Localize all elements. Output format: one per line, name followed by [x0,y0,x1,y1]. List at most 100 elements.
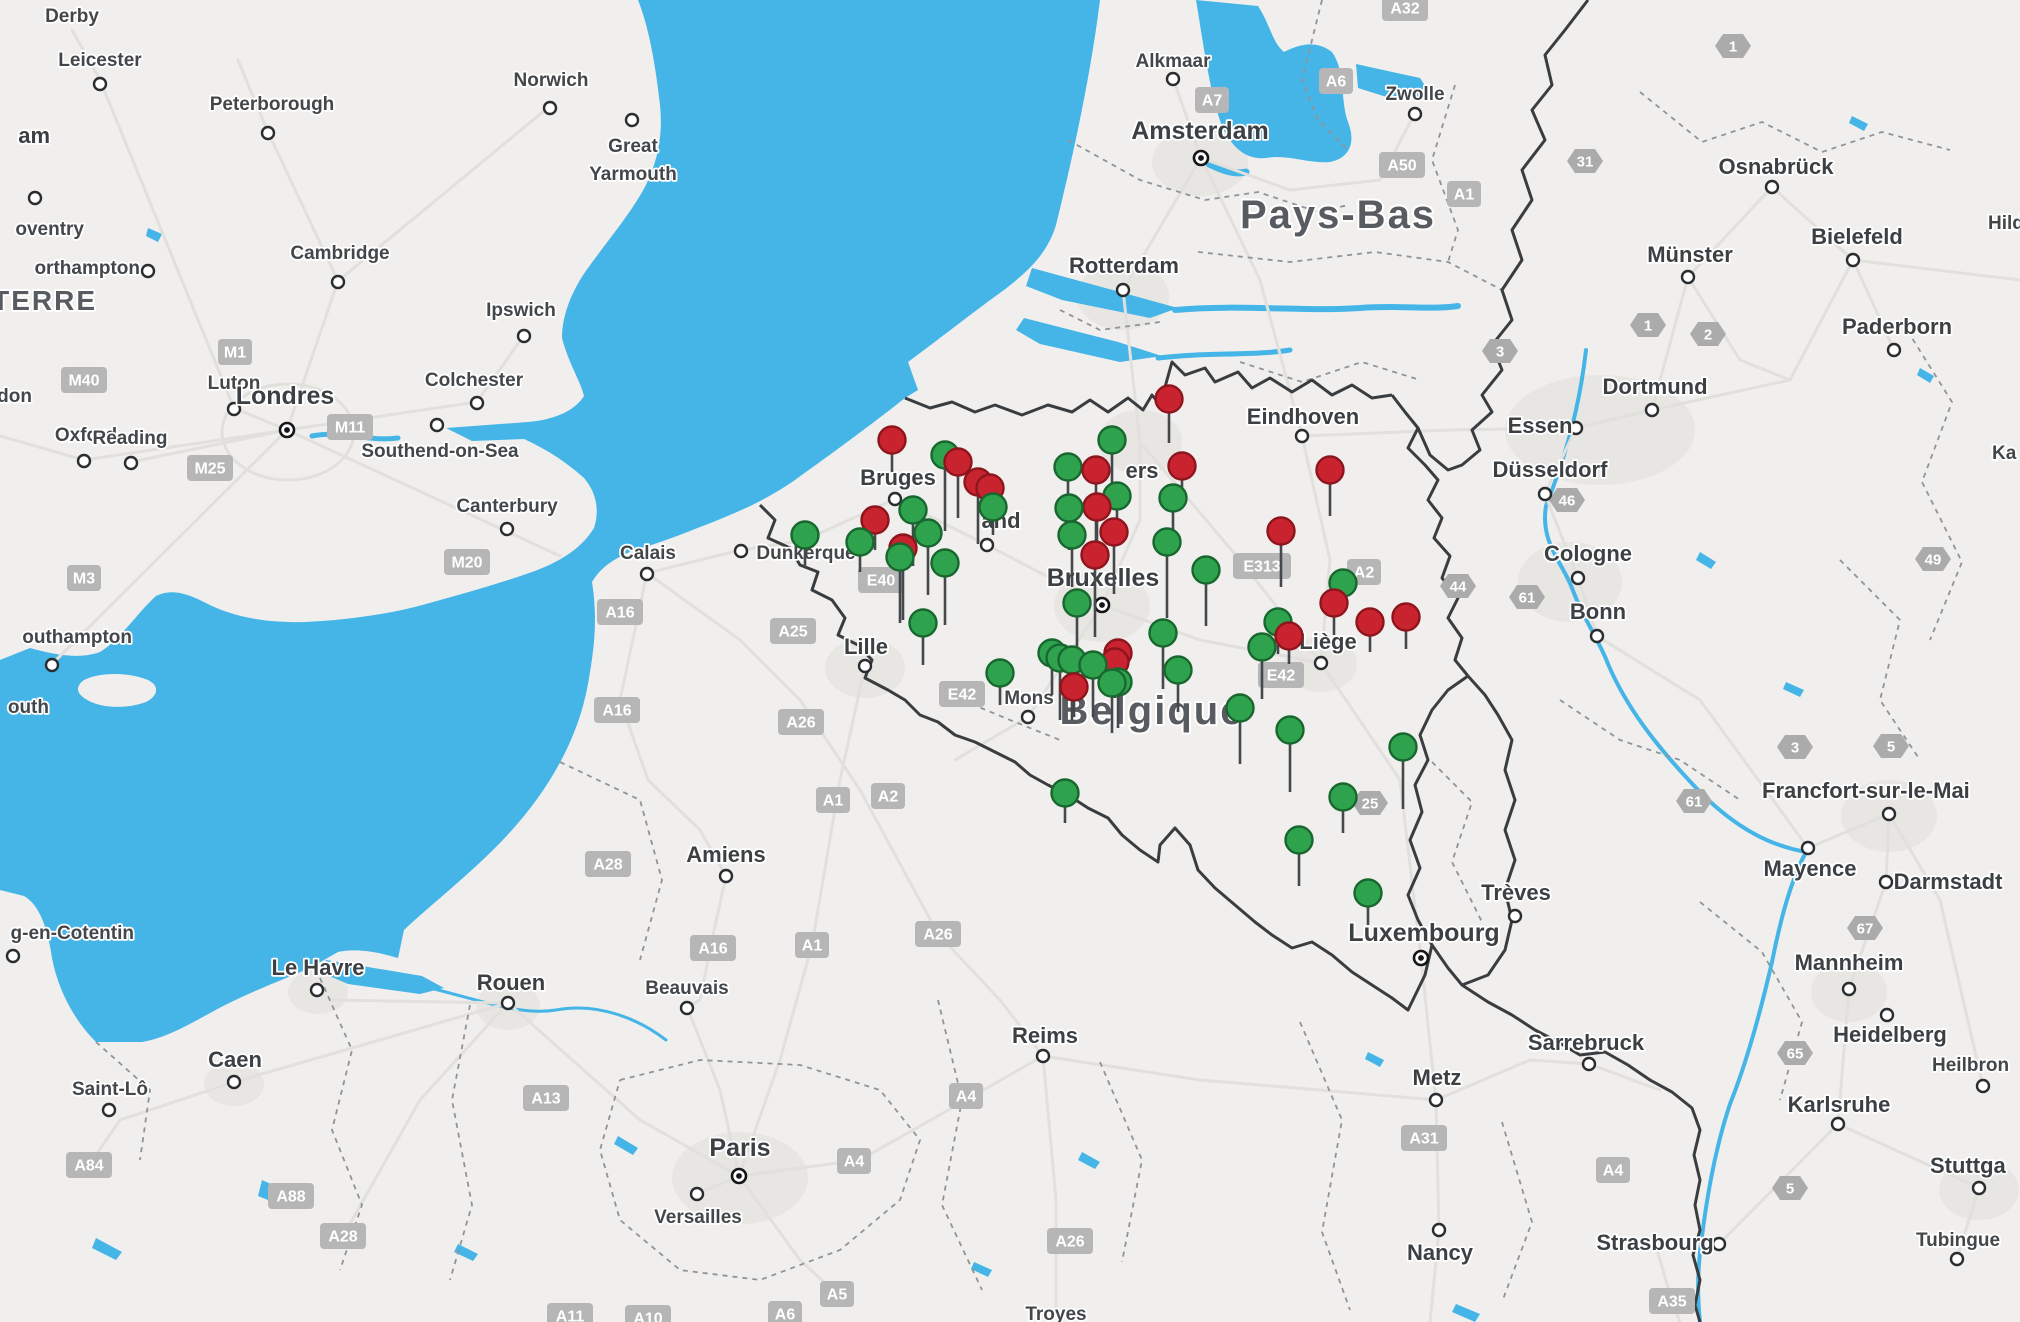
lake [1849,116,1868,131]
map-marker-green[interactable] [1053,452,1083,482]
route-shield-label: A2 [878,789,899,806]
map-marker-green[interactable] [1057,520,1087,550]
route-shield-label: M3 [73,571,95,588]
map-marker-green[interactable] [1191,555,1221,585]
city-label: Lille [844,634,888,659]
route-shield-hex: 49 [1915,547,1951,571]
city-label: Karlsruhe [1788,1092,1891,1117]
map-marker-green[interactable] [1148,618,1178,648]
city-label: Cologne [1544,541,1632,566]
map-marker-red[interactable] [1154,384,1184,414]
map-marker-red[interactable] [860,505,890,535]
town-label: Ipswich [486,300,556,321]
map-marker-green[interactable] [1097,668,1127,698]
route-shield-box [820,1281,854,1307]
map-marker-green[interactable] [790,520,820,550]
route-shield-hex: 3 [1777,735,1813,759]
map-marker-red[interactable] [1082,492,1112,522]
capital-dot-core [1418,955,1424,961]
map-marker-green[interactable] [1328,782,1358,812]
route-shield-box [585,851,631,877]
map-marker-green[interactable] [898,495,928,525]
map-marker-green[interactable] [885,542,915,572]
route-shield-label: 5 [1786,1181,1794,1198]
route-shield-label: A11 [556,1309,585,1322]
route-shield-label: 5 [1887,739,1895,756]
route-shield-label: A25 [778,624,807,641]
route-shield-label: A16 [602,703,631,720]
region-border [1901,321,1963,641]
map-marker-green[interactable] [1247,632,1277,662]
map-marker-green[interactable] [1163,655,1193,685]
map-marker-red[interactable] [1266,516,1296,546]
route-shield: E42 [1258,662,1304,688]
map-marker-green[interactable] [1050,778,1080,808]
city-dot [1886,342,1902,358]
city-dot [500,995,516,1011]
map-marker-red[interactable] [1081,455,1111,485]
town-label: Zwolle [1385,84,1444,105]
urban-area [1505,375,1695,485]
map-marker-green[interactable] [1353,878,1383,908]
city-dot [123,455,139,471]
lake [92,1238,122,1260]
city-label: Francfort-sur-le-Mai [1762,778,1970,803]
map-marker-green[interactable] [985,658,1015,688]
road [341,1001,510,1238]
map-marker-red[interactable] [1167,451,1197,481]
map-marker-green[interactable] [1152,527,1182,557]
map-marker-red[interactable] [1355,607,1385,637]
route-shield-box [1567,149,1603,173]
map-marker-green[interactable] [1284,825,1314,855]
map-marker-green[interactable] [930,548,960,578]
england-landmass [0,0,661,660]
map-marker-green[interactable] [978,492,1008,522]
map-marker-red[interactable] [877,425,907,455]
route-shield: A1 [816,787,850,813]
map-marker-green[interactable] [845,527,875,557]
map-marker-green[interactable] [1062,588,1092,618]
road [1955,1186,1981,1260]
lake [454,1244,478,1261]
city-dot [92,76,108,92]
route-shield-label: M40 [68,373,99,390]
route-shield-hex: 44 [1440,574,1476,598]
route-shield-box [1379,152,1425,178]
map-marker-red[interactable] [1319,588,1349,618]
town-label: Cambridge [290,243,389,264]
lake [1026,268,1178,318]
route-shield-box [1258,662,1304,688]
map-marker-red[interactable] [1274,621,1304,651]
city-label: Dortmund [1602,374,1707,399]
route-shield-label: M20 [451,555,482,572]
map-marker-red[interactable] [943,447,973,477]
route-shield-box [768,1301,802,1322]
route-shield-box [1715,34,1751,58]
map-marker-green[interactable] [1078,650,1108,680]
map-marker-green[interactable] [913,518,943,548]
map-marker-green[interactable] [1388,732,1418,762]
city-dot [1800,840,1816,856]
map-marker-green[interactable] [908,608,938,638]
country-border [1461,983,1702,1322]
map-marker-green[interactable] [1275,715,1305,745]
map-marker-green[interactable] [1158,483,1188,513]
route-shield-label: A28 [593,857,622,874]
city-label: Metz [1413,1065,1462,1090]
map-marker-red[interactable] [1099,517,1129,547]
city-label: Rouen [477,970,545,995]
map-marker-red[interactable] [1080,540,1110,570]
town-label: Hild [1988,213,2020,234]
map-marker-red[interactable] [1059,672,1089,702]
map-marker-green[interactable] [1054,493,1084,523]
route-shield: A4 [837,1148,871,1174]
city-label: Heidelberg [1833,1022,1947,1047]
route-shield: A28 [320,1223,366,1249]
route-shield-label: A4 [956,1089,977,1106]
map-marker-red[interactable] [1315,455,1345,485]
map-marker-red[interactable] [1391,602,1421,632]
map-marker-green[interactable] [1097,425,1127,455]
region-border [1639,91,1951,153]
map-marker-green[interactable] [1225,693,1255,723]
